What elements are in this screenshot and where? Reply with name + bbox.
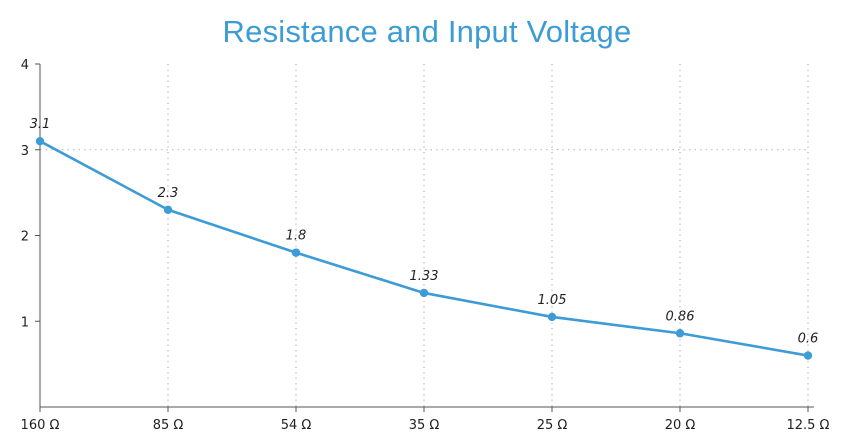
y-tick-label: 1 xyxy=(21,315,29,330)
data-label: 3.1 xyxy=(30,117,51,132)
data-label: 1.05 xyxy=(538,293,567,308)
series-layer xyxy=(35,136,813,360)
data-point xyxy=(419,288,429,298)
data-label: 2.3 xyxy=(158,186,179,201)
x-tick-label: 35 Ω xyxy=(409,418,440,433)
chart-title: Resistance and Input Voltage xyxy=(222,14,632,49)
x-tick-label: 25 Ω xyxy=(537,418,568,433)
grid-layer xyxy=(40,64,809,407)
data-label: 0.86 xyxy=(666,309,695,324)
y-tick-label: 4 xyxy=(21,58,29,73)
label-layer: 3.1 2.3 1.8 1.33 1.05 0.86 0.6 xyxy=(30,117,819,346)
data-point xyxy=(803,351,813,360)
data-point xyxy=(291,248,301,257)
y-tick-label: 2 xyxy=(21,230,29,245)
data-label: 0.6 xyxy=(798,332,819,347)
data-point xyxy=(547,312,557,322)
data-point xyxy=(163,205,173,214)
data-point xyxy=(675,329,685,338)
x-tick-label: 160 Ω xyxy=(21,418,60,433)
data-label: 1.33 xyxy=(410,269,439,284)
data-point xyxy=(35,136,45,146)
x-tick-label: 12.5 Ω xyxy=(786,418,829,433)
x-tick-label: 85 Ω xyxy=(153,418,184,433)
x-tick-label: 20 Ω xyxy=(665,418,696,433)
x-tick-label: 54 Ω xyxy=(281,418,312,433)
data-label: 1.8 xyxy=(286,229,307,244)
y-tick-label: 3 xyxy=(21,144,29,159)
axis-layer: 1 2 3 4 160 Ω 85 Ω 54 Ω 35 Ω 25 Ω 20 Ω 12.5 Ω xyxy=(21,58,830,433)
